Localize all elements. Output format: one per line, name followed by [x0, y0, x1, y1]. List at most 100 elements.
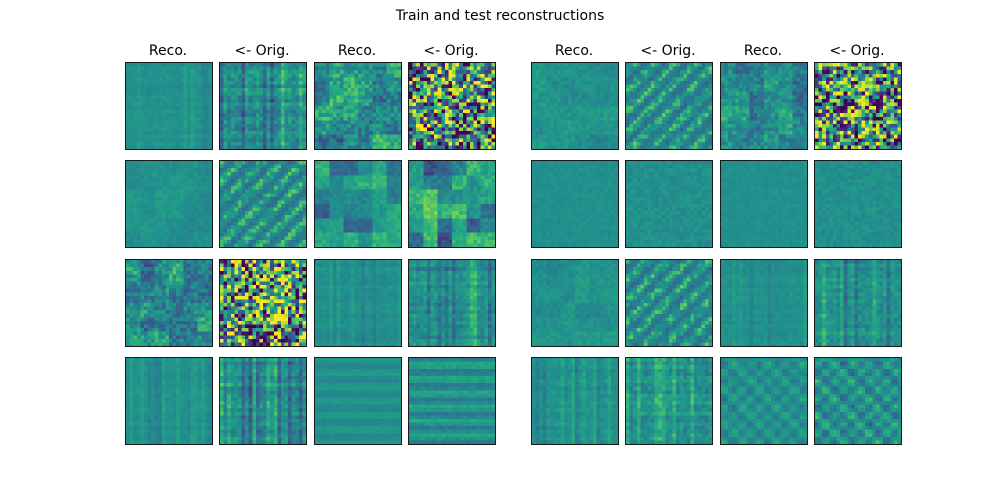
heatmap-cell	[186, 123, 191, 128]
heatmap-cell	[596, 84, 601, 89]
heatmap-cell	[154, 211, 159, 215]
heatmap-cell	[651, 109, 655, 114]
heatmap-cell	[263, 127, 267, 132]
heatmap-cell	[343, 123, 348, 128]
heatmap-cell	[302, 63, 306, 67]
heatmap-cell	[643, 84, 648, 89]
heatmap-cell	[340, 66, 344, 71]
heatmap-cell	[336, 63, 341, 67]
heatmap-cell	[603, 98, 608, 103]
heatmap-cell	[430, 109, 435, 114]
heatmap-cell	[818, 84, 823, 89]
heatmap-cell	[686, 80, 691, 85]
heatmap-cell	[409, 106, 413, 110]
heatmap-cell	[220, 91, 224, 96]
heatmap-cell	[890, 63, 894, 67]
heatmap-cell	[448, 116, 453, 121]
heatmap-cell	[850, 106, 855, 110]
heatmap-cell	[336, 109, 341, 114]
heatmap-cell	[785, 145, 790, 149]
heatmap-cell	[426, 84, 431, 89]
heatmap-cell	[785, 73, 790, 78]
heatmap-cell	[724, 109, 729, 114]
heatmap-cell	[466, 113, 470, 117]
heatmap-cell	[452, 91, 456, 96]
heatmap-cell	[847, 141, 851, 146]
heatmap-cell	[441, 106, 445, 110]
heatmap-cell	[263, 66, 267, 71]
heatmap-cell	[277, 109, 281, 114]
heatmap-cell	[858, 63, 862, 67]
heatmap-cell	[154, 131, 159, 135]
heatmap-cell	[789, 98, 793, 103]
heatmap-cell	[448, 73, 453, 78]
heatmap-cell	[879, 80, 884, 85]
heatmap-cell	[865, 106, 869, 110]
heatmap-cell	[151, 175, 155, 179]
heatmap-cell	[875, 109, 880, 114]
heatmap-cell	[731, 66, 736, 71]
heatmap-cell	[183, 127, 187, 132]
heatmap-cell	[129, 141, 134, 146]
heatmap-cell	[325, 134, 330, 139]
heatmap-cell	[785, 127, 790, 132]
heatmap-cell	[358, 91, 362, 96]
heatmap-cell	[302, 134, 306, 139]
heatmap-cell	[654, 102, 659, 107]
heatmap-cell	[792, 106, 797, 110]
heatmap-cell	[361, 109, 366, 114]
heatmap-cell	[829, 98, 833, 103]
heatmap-cell	[136, 116, 141, 121]
heatmap-cell	[535, 123, 540, 128]
heatmap-cell	[227, 116, 231, 121]
heatmap-cell	[208, 175, 212, 179]
heatmap-cell	[248, 123, 253, 128]
heatmap-cell	[329, 116, 333, 121]
heatmap-cell	[803, 141, 807, 146]
heatmap-cell	[767, 106, 772, 110]
heatmap-cell	[477, 80, 481, 85]
heatmap-cell	[767, 63, 772, 67]
heatmap-cell	[466, 88, 470, 92]
heatmap-cell	[614, 98, 618, 103]
heatmap-cell	[654, 120, 659, 124]
heatmap-cell	[350, 88, 355, 92]
heatmap-cell	[672, 77, 677, 81]
heatmap-cell	[350, 77, 355, 81]
heatmap-cell	[204, 182, 209, 187]
heatmap-cell	[760, 91, 765, 96]
heatmap-cell	[704, 141, 709, 146]
heatmap-cell	[778, 138, 782, 142]
heatmap-cell	[434, 127, 438, 132]
heatmap-cell	[183, 193, 187, 197]
heatmap-cell	[151, 77, 155, 81]
heatmap-cell	[789, 95, 793, 99]
heatmap-cell	[854, 113, 859, 117]
heatmap-cell	[430, 116, 435, 121]
heatmap-cell	[347, 98, 351, 103]
heatmap-cell	[179, 175, 184, 179]
heatmap-cell	[585, 113, 590, 117]
heatmap-cell	[444, 63, 449, 67]
heatmap-cell	[491, 73, 495, 78]
heatmap-cell	[721, 84, 725, 89]
heatmap-cell	[535, 70, 540, 74]
heatmap-cell	[390, 120, 394, 124]
heatmap-cell	[542, 84, 547, 89]
heatmap-cell	[480, 91, 485, 96]
heatmap-cell	[140, 196, 144, 201]
heatmap-cell	[220, 138, 224, 142]
heatmap-cell	[190, 116, 195, 121]
heatmap-cell	[204, 164, 209, 169]
heatmap-cell	[140, 164, 144, 169]
heatmap-cell	[487, 116, 492, 121]
heatmap-cell	[818, 145, 823, 149]
heatmap-cell	[245, 141, 249, 146]
heatmap-cell	[143, 88, 148, 92]
heatmap-cell	[532, 116, 536, 121]
heatmap-cell	[208, 66, 212, 71]
heatmap-cell	[386, 73, 391, 78]
heatmap-cell	[318, 138, 323, 142]
heatmap-cell	[368, 80, 373, 85]
heatmap-cell	[592, 138, 597, 142]
